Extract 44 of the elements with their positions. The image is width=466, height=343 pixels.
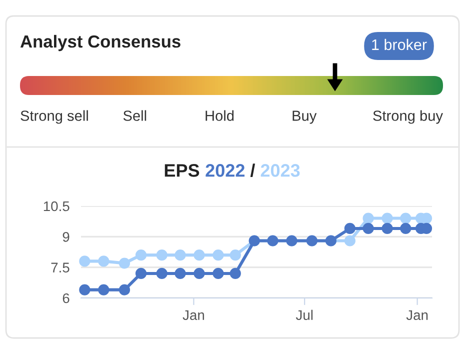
text: / xyxy=(250,164,256,178)
point xyxy=(118,258,130,269)
point xyxy=(156,250,168,261)
text: 2022 xyxy=(206,164,245,177)
point xyxy=(400,212,412,224)
point xyxy=(174,250,186,261)
category-label: Hold xyxy=(206,110,234,121)
point xyxy=(344,235,356,246)
x-tick-label: Jan xyxy=(406,310,428,320)
point xyxy=(98,284,110,296)
point xyxy=(400,222,412,234)
point xyxy=(212,250,224,261)
point xyxy=(382,212,393,224)
text: 1 broker xyxy=(372,38,427,50)
point xyxy=(344,222,356,234)
point xyxy=(194,268,205,280)
y-tick-label: 10.5 xyxy=(44,201,70,212)
point xyxy=(156,268,168,280)
y-tick-label: 9 xyxy=(62,232,70,242)
chart-title: EPS xyxy=(164,164,200,177)
x-tick-label: Jul xyxy=(296,310,313,320)
point xyxy=(362,222,374,234)
point xyxy=(118,284,130,296)
point xyxy=(174,268,186,280)
y-tick-label: 7.5 xyxy=(51,262,70,273)
point xyxy=(212,268,224,280)
category-label: Buy xyxy=(292,110,317,124)
category-label: Strong buy xyxy=(373,110,443,124)
point xyxy=(230,250,241,261)
point xyxy=(135,250,147,261)
y-tick-label: 6 xyxy=(62,293,70,304)
point xyxy=(135,268,147,280)
text: Analyst Consensus xyxy=(20,34,180,52)
x-tick-label: Jan xyxy=(182,310,204,320)
point xyxy=(230,268,241,280)
text: 2023 xyxy=(260,164,300,177)
point xyxy=(98,256,110,267)
point xyxy=(194,250,205,261)
point xyxy=(362,212,374,224)
category-label: Strong sell xyxy=(20,110,88,124)
point xyxy=(79,256,90,267)
point xyxy=(382,222,393,234)
point xyxy=(79,284,90,296)
category-label: Sell xyxy=(123,110,146,121)
